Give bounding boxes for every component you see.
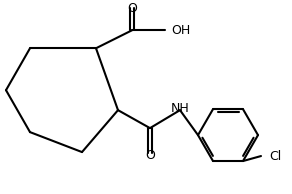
Text: Cl: Cl	[269, 150, 281, 163]
Text: OH: OH	[171, 24, 190, 37]
Text: O: O	[145, 149, 155, 162]
Text: O: O	[127, 2, 137, 15]
Text: NH: NH	[171, 102, 190, 115]
